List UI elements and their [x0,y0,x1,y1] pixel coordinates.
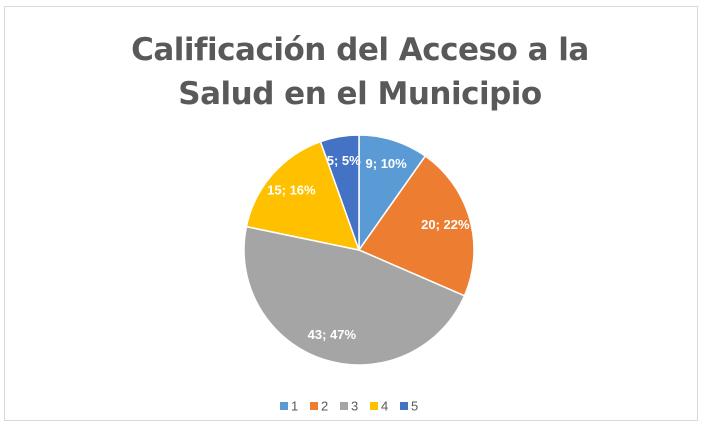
data-label: 15; 16% [267,182,316,197]
legend-label: 1 [291,398,298,413]
legend-label: 2 [321,398,328,413]
pie-slice [243,225,466,366]
legend-swatch [310,402,318,410]
pie-slice [357,155,475,297]
data-label: 5; 5% [327,153,361,168]
legend-label: 5 [411,398,418,413]
pie-slice [245,140,361,252]
pie-slice [319,134,360,251]
legend-label: 4 [381,398,388,413]
chart-border [4,6,698,421]
legend-swatch [280,402,288,410]
data-label: 9; 10% [366,156,408,171]
legend-swatch [340,402,348,410]
legend-swatch [370,402,378,410]
data-label: 43; 47% [308,327,357,342]
legend-label: 3 [351,398,358,413]
data-label: 20; 22% [421,217,470,232]
chart-title: Calificación del Acceso a la Salud en el… [131,32,589,112]
legend-swatch [400,402,408,410]
